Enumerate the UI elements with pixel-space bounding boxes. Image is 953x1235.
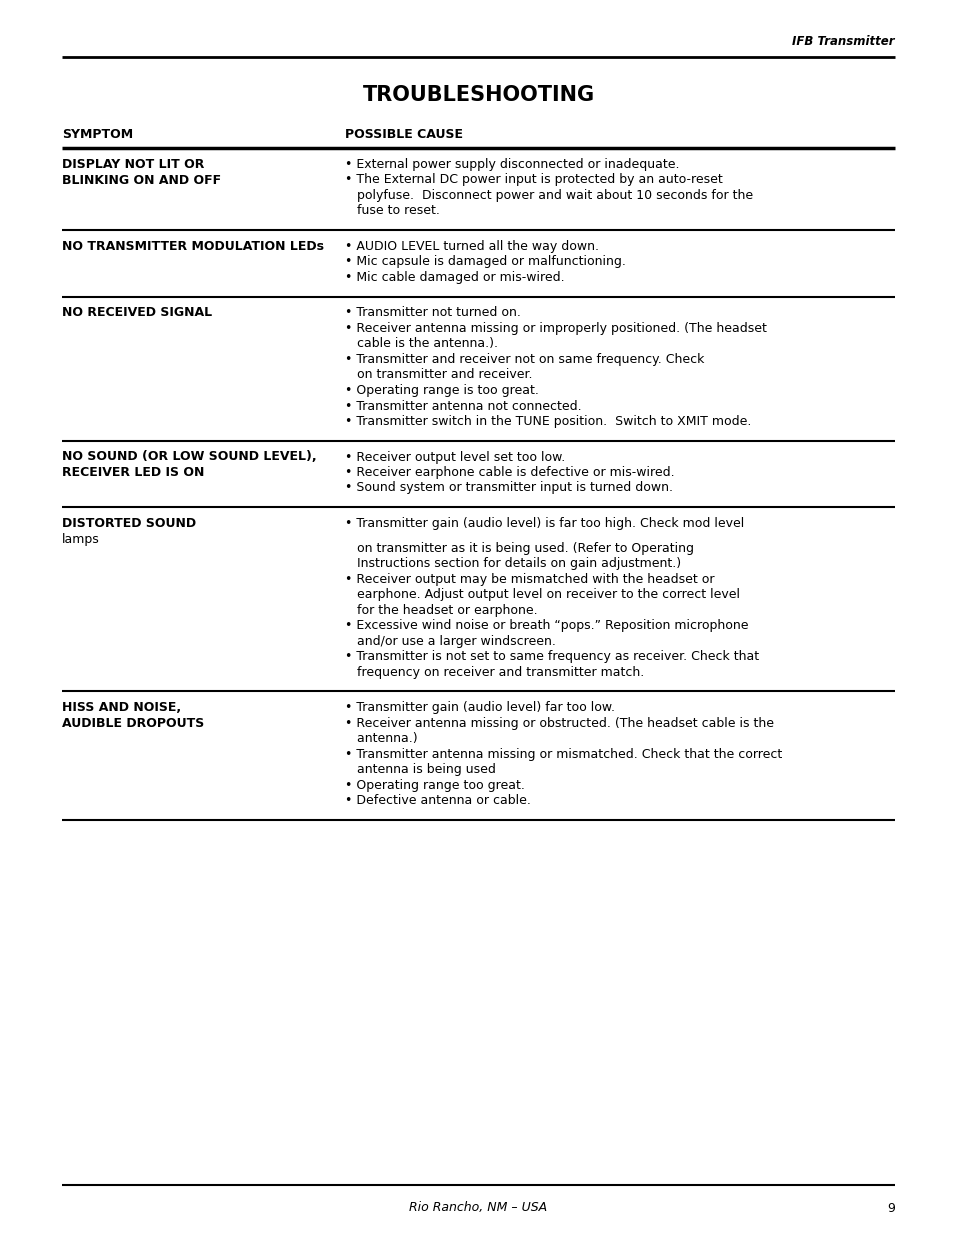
Text: POSSIBLE CAUSE: POSSIBLE CAUSE (345, 128, 462, 141)
Text: BLINKING ON AND OFF: BLINKING ON AND OFF (62, 173, 221, 186)
Text: • Transmitter gain (audio level) far too low.: • Transmitter gain (audio level) far too… (345, 701, 615, 714)
Text: lamps: lamps (62, 532, 100, 546)
Text: • Transmitter antenna not connected.: • Transmitter antenna not connected. (345, 399, 581, 412)
Text: • The External DC power input is protected by an auto-reset: • The External DC power input is protect… (345, 173, 722, 186)
Text: • Transmitter not turned on.: • Transmitter not turned on. (345, 306, 520, 320)
Text: • Receiver earphone cable is defective or mis-wired.: • Receiver earphone cable is defective o… (345, 466, 674, 479)
Text: • Excessive wind noise or breath “pops.” Reposition microphone: • Excessive wind noise or breath “pops.”… (345, 619, 748, 632)
Text: NO SOUND (OR LOW SOUND LEVEL),: NO SOUND (OR LOW SOUND LEVEL), (62, 451, 316, 463)
Text: • Transmitter is not set to same frequency as receiver. Check that: • Transmitter is not set to same frequen… (345, 651, 759, 663)
Text: 9: 9 (886, 1202, 894, 1214)
Text: • Receiver output may be mismatched with the headset or: • Receiver output may be mismatched with… (345, 573, 714, 585)
Text: • Mic cable damaged or mis-wired.: • Mic cable damaged or mis-wired. (345, 270, 564, 284)
Text: • Transmitter antenna missing or mismatched. Check that the correct: • Transmitter antenna missing or mismatc… (345, 748, 781, 761)
Text: • Transmitter and receiver not on same frequency. Check: • Transmitter and receiver not on same f… (345, 353, 703, 366)
Text: antenna is being used: antenna is being used (345, 763, 496, 777)
Text: on transmitter as it is being used. (Refer to Operating: on transmitter as it is being used. (Ref… (345, 542, 693, 555)
Text: NO TRANSMITTER MODULATION LEDs: NO TRANSMITTER MODULATION LEDs (62, 240, 324, 253)
Text: RECEIVER LED IS ON: RECEIVER LED IS ON (62, 466, 204, 479)
Text: Rio Rancho, NM – USA: Rio Rancho, NM – USA (409, 1202, 547, 1214)
Text: • Operating range is too great.: • Operating range is too great. (345, 384, 538, 396)
Text: • Sound system or transmitter input is turned down.: • Sound system or transmitter input is t… (345, 482, 672, 494)
Text: antenna.): antenna.) (345, 732, 417, 745)
Text: fuse to reset.: fuse to reset. (345, 205, 439, 217)
Text: • Mic capsule is damaged or malfunctioning.: • Mic capsule is damaged or malfunctioni… (345, 256, 625, 268)
Text: • Operating range too great.: • Operating range too great. (345, 779, 524, 792)
Text: for the headset or earphone.: for the headset or earphone. (345, 604, 537, 616)
Text: TROUBLESHOOTING: TROUBLESHOOTING (362, 85, 594, 105)
Text: frequency on receiver and transmitter match.: frequency on receiver and transmitter ma… (345, 666, 643, 679)
Text: • External power supply disconnected or inadequate.: • External power supply disconnected or … (345, 158, 679, 170)
Text: DISPLAY NOT LIT OR: DISPLAY NOT LIT OR (62, 158, 204, 170)
Text: earphone. Adjust output level on receiver to the correct level: earphone. Adjust output level on receive… (345, 588, 740, 601)
Text: and/or use a larger windscreen.: and/or use a larger windscreen. (345, 635, 556, 648)
Text: polyfuse.  Disconnect power and wait about 10 seconds for the: polyfuse. Disconnect power and wait abou… (345, 189, 752, 203)
Text: NO RECEIVED SIGNAL: NO RECEIVED SIGNAL (62, 306, 212, 320)
Text: on transmitter and receiver.: on transmitter and receiver. (345, 368, 532, 382)
Text: cable is the antenna.).: cable is the antenna.). (345, 337, 497, 351)
Text: IFB Transmitter: IFB Transmitter (792, 35, 894, 48)
Text: SYMPTOM: SYMPTOM (62, 128, 133, 141)
Text: • Transmitter gain (audio level) is far too high. Check mod level: • Transmitter gain (audio level) is far … (345, 517, 743, 530)
Text: • Receiver antenna missing or obstructed. (The headset cable is the: • Receiver antenna missing or obstructed… (345, 716, 773, 730)
Text: • AUDIO LEVEL turned all the way down.: • AUDIO LEVEL turned all the way down. (345, 240, 598, 253)
Text: Instructions section for details on gain adjustment.): Instructions section for details on gain… (345, 557, 680, 571)
Text: • Receiver antenna missing or improperly positioned. (The headset: • Receiver antenna missing or improperly… (345, 322, 766, 335)
Text: • Receiver output level set too low.: • Receiver output level set too low. (345, 451, 565, 463)
Text: DISTORTED SOUND: DISTORTED SOUND (62, 517, 196, 530)
Text: • Defective antenna or cable.: • Defective antenna or cable. (345, 794, 530, 808)
Text: • Transmitter switch in the TUNE position.  Switch to XMIT mode.: • Transmitter switch in the TUNE positio… (345, 415, 751, 429)
Text: HISS AND NOISE,: HISS AND NOISE, (62, 701, 181, 714)
Text: AUDIBLE DROPOUTS: AUDIBLE DROPOUTS (62, 716, 204, 730)
